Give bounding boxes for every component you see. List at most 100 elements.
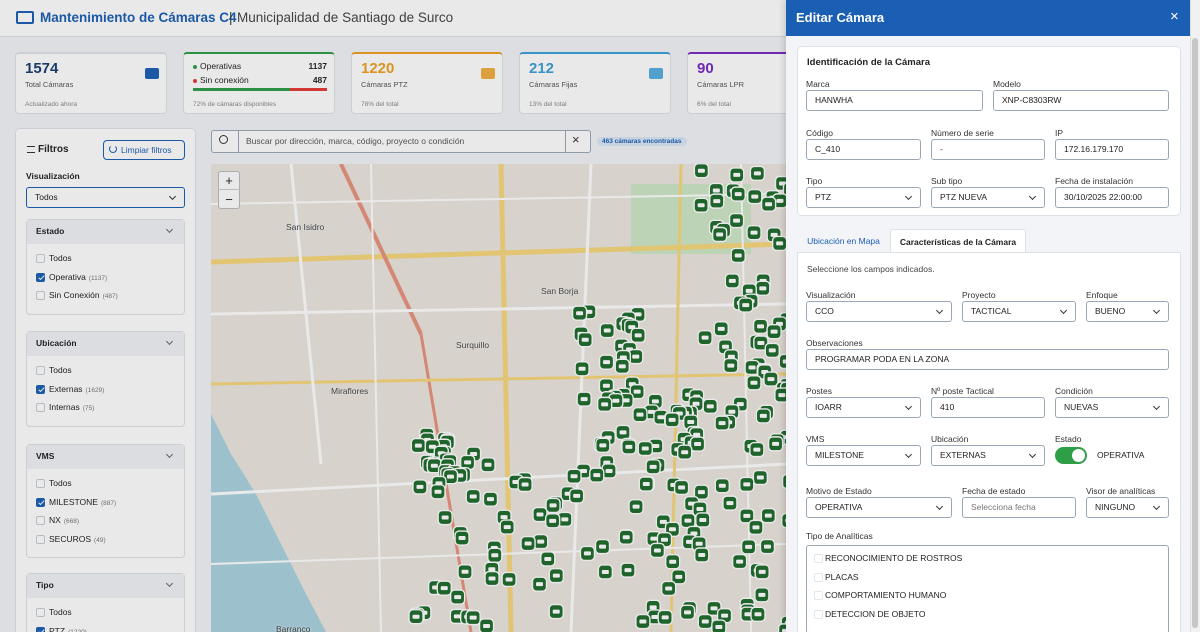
select-field[interactable]: PTZ NUEVA [931,187,1045,208]
tab[interactable]: Características de la Cámara [890,229,1026,253]
road [370,164,382,632]
checkbox[interactable] [36,272,45,282]
marker-icon [728,278,736,283]
marker-icon [469,494,477,499]
select-field[interactable]: PTZ [806,187,921,208]
road [669,164,683,632]
stat-note: 13% del total [529,101,567,108]
select-field[interactable]: TACTICAL [962,301,1076,322]
marker-icon [601,569,609,574]
text-field[interactable]: C_410 [806,139,921,160]
stat-card [15,52,167,114]
select-field[interactable]: NUEVAS [1055,397,1169,418]
text-field[interactable]: - [931,139,1045,160]
marker-icon [632,354,640,359]
select-field[interactable]: CCO [806,301,952,322]
text-field[interactable]: HANWHA [806,90,983,111]
marker-icon [599,443,607,448]
scroll-thumb [1192,38,1198,628]
checkbox[interactable] [36,254,45,263]
marker-icon [758,592,766,597]
checkbox[interactable] [36,291,45,301]
marker-icon [733,218,741,223]
stat-label: Cámaras LPR [697,80,745,89]
tab[interactable]: Ubicación en Mapa [807,236,880,246]
visualization-select[interactable]: Todos [26,187,185,208]
map-marker[interactable] [782,182,786,198]
field-label: Número de serie [931,128,994,138]
filter-option-label: PTZ(1220) [49,626,87,632]
marker-icon [549,518,557,523]
marker-icon [668,527,676,532]
filter-option-label: SECUROS (49) [49,533,106,544]
checkbox[interactable] [814,554,823,563]
field-label: Fecha de estado [962,486,1026,496]
search-input[interactable]: Buscar por dirección, marca, código, pro… [238,131,565,152]
marker-icon [583,551,591,556]
search-clear[interactable] [565,131,590,152]
select-field[interactable]: IOARR [806,397,921,418]
panel-close[interactable]: × [1170,8,1179,25]
marker-icon [652,444,660,449]
filter-group-header [27,574,184,598]
select-field[interactable]: OPERATIVA [806,497,952,518]
zoom-out[interactable]: − [225,192,233,207]
stat-row-value: 487 [312,75,327,85]
select-field[interactable]: BUENO [1086,301,1169,322]
checkbox[interactable] [814,609,823,619]
sea [211,414,326,632]
road [211,372,786,386]
analytics-option: PLACAS [825,571,859,582]
select-field[interactable]: EXTERNAS [931,445,1045,466]
marker-icon [483,623,491,628]
marker-icon [721,613,729,618]
stat-label: Cámaras Fijas [529,80,578,89]
text-field[interactable]: PROGRAMAR PODA EN LA ZONA [806,349,1169,370]
checkbox[interactable] [36,516,45,526]
search-icon [219,135,228,144]
zoom-in[interactable]: + [218,171,240,190]
place-label: Surquillo [456,340,490,350]
marker-icon [488,567,496,572]
text-field[interactable]: XNP-C8303RW [993,90,1169,111]
date-input[interactable]: Selecciona fecha [962,497,1076,518]
checkbox[interactable] [36,479,45,488]
stat-row-value: 1137 [308,61,327,71]
marker-icon [718,421,726,426]
map-marker[interactable] [781,512,786,529]
filter-option-label: NX (668) [49,515,79,526]
checkbox[interactable] [814,572,823,582]
marker-icon [484,462,492,467]
marker-icon [580,397,588,402]
map-marker[interactable] [778,353,786,370]
map-marker[interactable] [781,473,786,490]
marker-icon [669,559,677,564]
checkbox[interactable] [36,403,45,413]
marker-icon [753,171,761,176]
marker-icon [684,518,692,523]
select-field[interactable]: NINGUNO [1086,497,1169,518]
marker-icon [573,493,581,498]
status-dot [193,79,197,83]
filter-group-title: Ubicación [36,338,77,348]
clear-filters-button[interactable]: Limpiar filtros [103,140,185,160]
text-field[interactable]: 30/10/2025 22:00:00 [1055,187,1169,208]
marker-icon [570,474,578,479]
checkbox[interactable] [36,384,45,394]
marker-icon [500,515,508,520]
checkbox[interactable] [36,534,45,544]
select-field[interactable]: MILESTONE [806,445,921,466]
stat-icon [145,68,159,79]
marker-icon [752,525,760,530]
marker-icon [524,541,532,546]
checkbox[interactable] [36,608,45,617]
text-field[interactable]: 410 [931,397,1045,418]
checkbox[interactable] [36,497,45,507]
checkbox[interactable] [36,366,45,375]
checkbox[interactable] [36,626,45,632]
checkbox[interactable] [814,591,823,600]
text-field[interactable]: 172.16.179.170 [1055,139,1169,160]
panel-header [786,0,1190,36]
marker-icon [743,482,751,487]
marker-icon [659,519,667,524]
